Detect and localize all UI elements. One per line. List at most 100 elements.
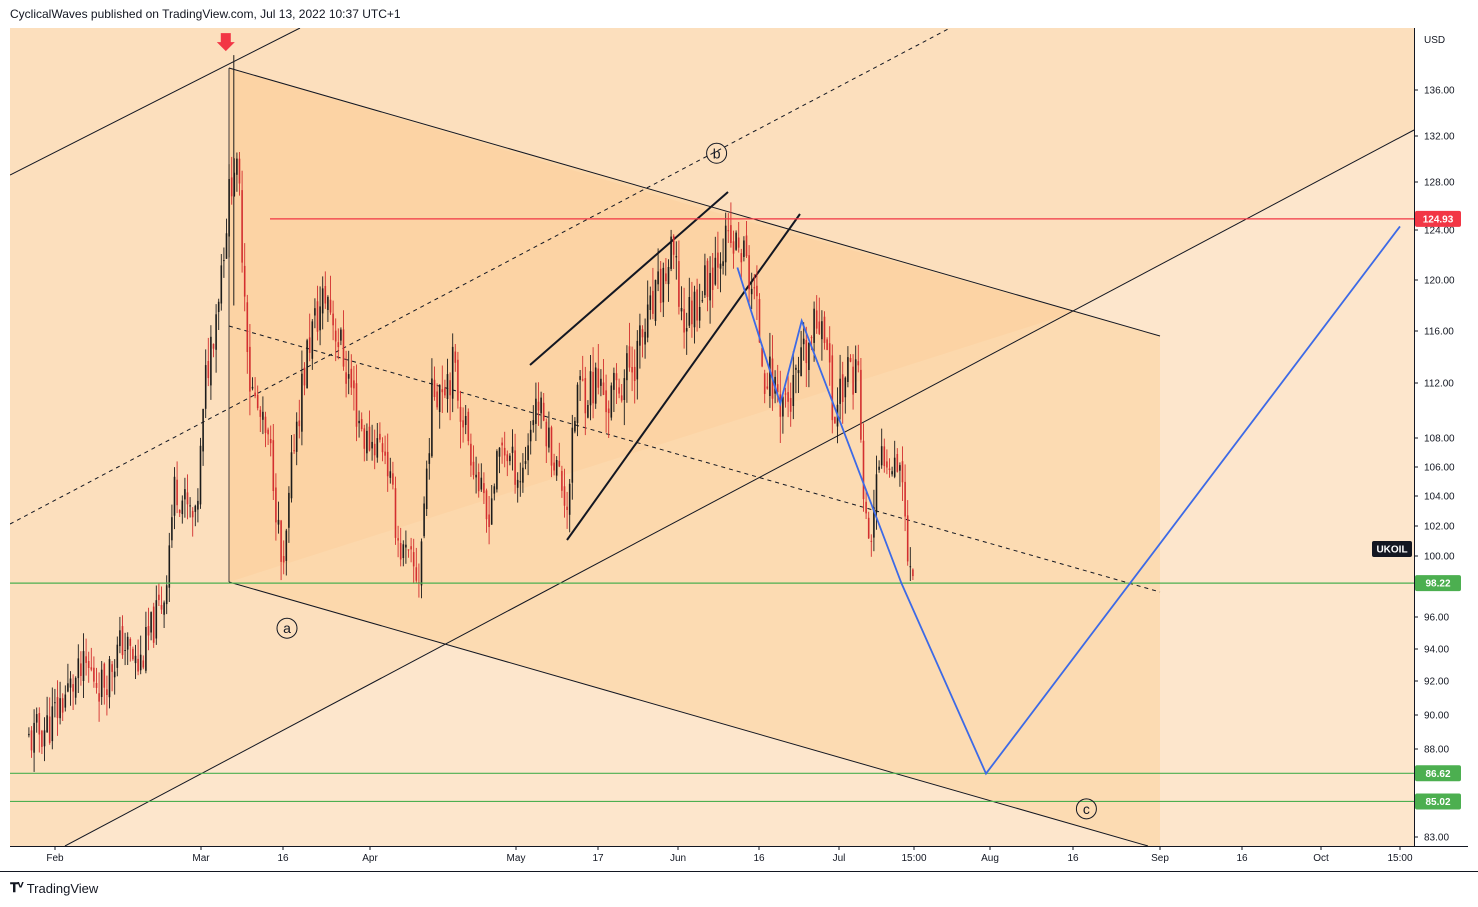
candle-body [891, 471, 893, 475]
candle-body [657, 271, 659, 285]
candle-body [649, 295, 652, 310]
footer-brand-name: TradingView [26, 880, 99, 896]
wave-label-circle [276, 617, 298, 639]
candle-body [290, 452, 293, 499]
time-tick-label: 16 [753, 853, 765, 864]
candle-body [217, 301, 220, 312]
candle-body [256, 394, 259, 409]
candle-body [358, 420, 360, 424]
candle-body [129, 638, 132, 646]
candle-body [204, 365, 207, 409]
time-tick-label: 15:00 [901, 853, 926, 864]
candle-body [43, 730, 46, 747]
candle-body [862, 440, 865, 500]
candle-body [145, 627, 147, 671]
candle-body [459, 406, 462, 422]
symbol-tag-text: UKOIL [1376, 545, 1407, 556]
candle-body [823, 316, 826, 343]
candle-body [194, 505, 197, 512]
candle-body [714, 257, 717, 285]
candle-body [280, 520, 282, 562]
candle-body [254, 392, 256, 397]
candle-body [899, 465, 901, 471]
time-tick-label: Aug [981, 853, 999, 864]
candle-body [828, 343, 831, 363]
price-tag-text: 86.62 [1425, 769, 1450, 780]
candle-body [350, 368, 353, 388]
candle-body [542, 402, 545, 421]
candle-body [116, 644, 119, 668]
candle-body [363, 428, 366, 449]
descending-channel-upper-line [228, 67, 1161, 337]
overlap-zone-fill [229, 68, 1075, 582]
candle-body [901, 461, 904, 483]
candle-body [540, 397, 542, 414]
candle-body [581, 379, 584, 381]
candle-body [782, 397, 784, 417]
candle-body [121, 626, 124, 656]
candle-body [405, 544, 407, 548]
candle-body [670, 236, 672, 269]
price-axis-bg [1414, 28, 1468, 846]
candle-body [571, 427, 574, 483]
candle-body [139, 654, 142, 671]
candle-body [69, 678, 72, 688]
candle-body [251, 386, 254, 389]
candle-body [717, 252, 719, 268]
price-tick-label: 132.00 [1424, 132, 1455, 143]
candle-body [852, 366, 854, 395]
candle-body [327, 296, 329, 310]
candle-body [373, 443, 376, 456]
candle-body [704, 265, 706, 296]
candle-body [366, 430, 368, 454]
price-tag-text: 98.22 [1425, 579, 1450, 590]
candle-body [912, 569, 914, 577]
wedge-upper-line [529, 191, 729, 366]
candle-body [119, 630, 121, 647]
candle-body [480, 477, 483, 490]
candle-body [100, 669, 103, 697]
candle-body [503, 447, 506, 456]
candle-body [98, 693, 100, 702]
candle-body [626, 353, 628, 381]
candle-body [867, 517, 870, 539]
candle-body [519, 481, 522, 483]
candle-body [329, 299, 332, 313]
candle-body [340, 329, 342, 341]
candle-body [818, 321, 821, 334]
candle-body [184, 489, 186, 500]
candle-body [870, 540, 873, 542]
candle-body [230, 177, 233, 197]
candle-body [163, 602, 165, 615]
candle-body [841, 374, 844, 402]
candle-body [113, 671, 116, 678]
time-tick-label: Jun [670, 853, 686, 864]
candle-body [446, 374, 449, 399]
price-tick-label: 83.00 [1424, 833, 1449, 844]
candle-body [33, 722, 35, 753]
candle-body [246, 302, 249, 352]
candle-body [857, 361, 860, 366]
candle-body [90, 667, 93, 670]
candle-body [308, 337, 311, 353]
candle-body [77, 658, 80, 679]
candle-body [483, 483, 485, 494]
candle-body [212, 343, 215, 349]
candle-body [659, 268, 662, 303]
candle-body [587, 405, 589, 418]
candle-body [732, 241, 735, 254]
candle-body [28, 733, 30, 736]
candle-body [787, 392, 789, 402]
candle-body [748, 255, 750, 290]
candle-body [888, 468, 891, 470]
candle-body [342, 329, 345, 367]
candle-body [792, 375, 795, 406]
price-axis-currency: USD [1424, 35, 1445, 46]
candle-body [553, 462, 555, 471]
candle-body [171, 517, 173, 541]
candle-body [631, 367, 633, 373]
candle-body [753, 287, 756, 289]
candle-body [849, 358, 852, 362]
axes: USD 136.00 132.00 128.00 124.00 120.00 116.00 1… [0, 28, 1478, 872]
